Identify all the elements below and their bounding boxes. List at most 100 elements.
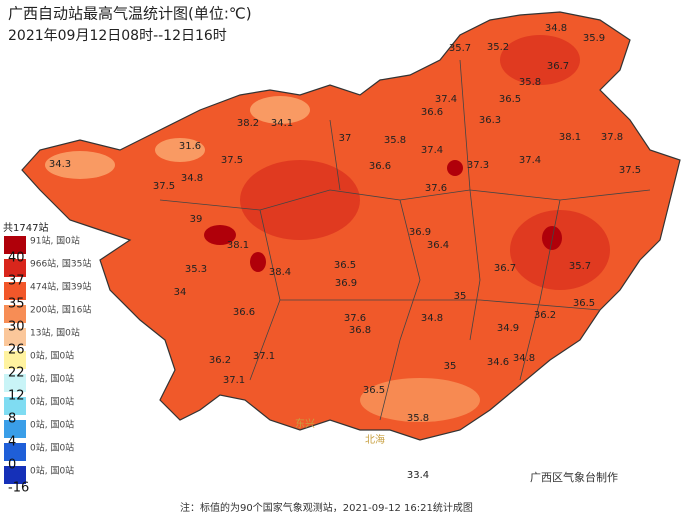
station-value: 37.5 <box>153 181 175 192</box>
legend-threshold: 8 <box>8 412 16 427</box>
station-value: 35 <box>454 291 467 302</box>
legend-count: 0站, 国0站 <box>30 373 74 385</box>
legend-count: 91站, 国0站 <box>30 235 80 247</box>
legend-threshold: 37 <box>8 274 25 289</box>
station-value: 36.5 <box>499 94 521 105</box>
station-value: 36.9 <box>409 227 431 238</box>
station-value: 37.1 <box>223 375 245 386</box>
legend-swatch <box>4 374 26 392</box>
station-value: 37.8 <box>601 132 623 143</box>
station-value: 35.7 <box>449 43 471 54</box>
legend-threshold: 30 <box>8 320 25 335</box>
legend-swatch <box>4 466 26 484</box>
footer-note: 注：标值的为90个国家气象观测站，2021-09-12 16:21统计成图 <box>180 501 473 514</box>
station-value: 35.8 <box>384 135 406 146</box>
legend-threshold: -16 <box>8 481 29 496</box>
legend-count: 0站, 国0站 <box>30 465 74 477</box>
legend-swatch <box>4 351 26 369</box>
cool-area <box>155 138 205 162</box>
hot-area <box>510 210 610 290</box>
district-boundary <box>159 59 651 421</box>
station-value: 34.8 <box>513 353 535 364</box>
legend-swatch <box>4 259 26 277</box>
station-value: 34.8 <box>181 173 203 184</box>
cool-area <box>45 151 115 179</box>
legend-total: 共1747站 <box>3 221 48 234</box>
legend-threshold: 4 <box>8 435 16 450</box>
legend-count: 200站, 国16站 <box>30 304 91 316</box>
station-value: 36.8 <box>349 325 371 336</box>
station-value: 39 <box>190 214 203 225</box>
legend-count: 966站, 国35站 <box>30 258 91 270</box>
station-value: 37.5 <box>221 155 243 166</box>
legend-threshold: 22 <box>8 366 25 381</box>
title: 广西自动站最高气温统计图(单位:℃) <box>8 5 252 23</box>
legend-threshold: 0 <box>8 458 16 473</box>
station-value: 37.4 <box>519 155 541 166</box>
cool-area <box>360 378 480 422</box>
legend-count: 0站, 国0站 <box>30 419 74 431</box>
station-value: 35 <box>444 361 457 372</box>
station-value: 37.3 <box>467 160 489 171</box>
station-value: 36.6 <box>233 307 255 318</box>
legend-swatch <box>4 236 26 254</box>
station-value: 34.3 <box>49 159 71 170</box>
very-hot-area <box>204 225 236 245</box>
place-name: 东兴 <box>295 417 315 430</box>
station-value: 38.1 <box>227 240 249 251</box>
station-value: 36.5 <box>334 260 356 271</box>
legend-swatch <box>4 328 26 346</box>
legend-count: 0站, 国0站 <box>30 442 74 454</box>
station-value: 37.4 <box>435 94 457 105</box>
legend-threshold: 40 <box>8 251 25 266</box>
legend-swatch <box>4 282 26 300</box>
station-value: 37.5 <box>619 165 641 176</box>
station-value: 38.2 <box>237 118 259 129</box>
hot-area <box>500 35 580 85</box>
map <box>21 11 681 441</box>
station-value: 34.8 <box>421 313 443 324</box>
legend-count: 13站, 国0站 <box>30 327 80 339</box>
region-fill <box>21 11 681 441</box>
legend-swatch <box>4 443 26 461</box>
station-value: 36.6 <box>421 107 443 118</box>
station-value: 35.9 <box>583 33 605 44</box>
very-hot-area <box>447 160 463 176</box>
station-value: 36.5 <box>573 298 595 309</box>
station-value: 34.6 <box>487 357 509 368</box>
station-value: 38.4 <box>269 267 291 278</box>
station-value: 34.1 <box>271 118 293 129</box>
cool-area <box>250 96 310 124</box>
station-value: 36.7 <box>494 263 516 274</box>
station-value: 34.9 <box>497 323 519 334</box>
legend: 91站, 国0站 966站, 国35站 474站, 国39站 200站, 国16站 13… <box>4 235 91 496</box>
place-name: 北海 <box>365 433 385 446</box>
station-value: 35.8 <box>407 413 429 424</box>
station-value: 34.8 <box>545 23 567 34</box>
station-value: 36.5 <box>363 385 385 396</box>
station-value: 38.1 <box>559 132 581 143</box>
station-value: 36.3 <box>479 115 501 126</box>
station-value: 37.4 <box>421 145 443 156</box>
legend-count: 0站, 国0站 <box>30 396 74 408</box>
legend-count: 474站, 国39站 <box>30 281 91 293</box>
legend-swatch <box>4 305 26 323</box>
station-value: 37.6 <box>425 183 447 194</box>
station-value: 36.2 <box>209 355 231 366</box>
station-value: 37 <box>339 133 352 144</box>
station-labels: 34.8 35.2 35.9 35.7 36.7 35.8 36.5 37.4 36.6 38.2… <box>49 23 641 481</box>
station-value: 35.8 <box>519 77 541 88</box>
subtitle: 2021年09月12日08时--12日16时 <box>8 28 227 44</box>
station-value: 35.3 <box>185 264 207 275</box>
station-value: 36.4 <box>427 240 449 251</box>
station-value: 36.6 <box>369 161 391 172</box>
legend-count: 0站, 国0站 <box>30 350 74 362</box>
station-value: 34 <box>174 287 187 298</box>
hot-area <box>240 160 360 240</box>
legend-swatch <box>4 420 26 438</box>
station-value: 37.6 <box>344 313 366 324</box>
station-value: 35.7 <box>569 261 591 272</box>
station-value: 35.2 <box>487 42 509 53</box>
station-value: 36.7 <box>547 61 569 72</box>
